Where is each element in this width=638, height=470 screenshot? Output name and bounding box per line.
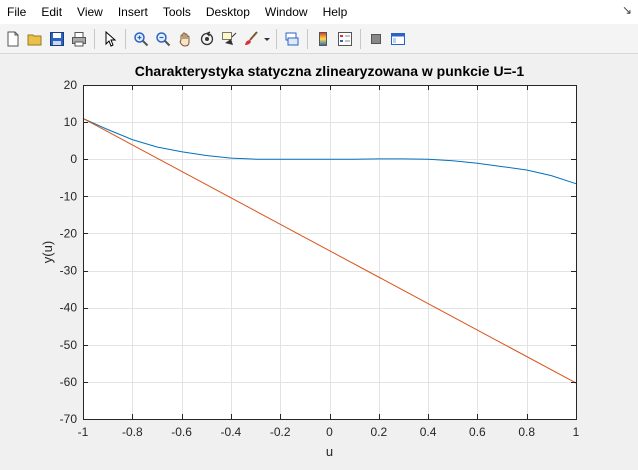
open-file-icon [27, 34, 42, 45]
toolbar-separator [276, 28, 277, 49]
x-tick-label: 1 [573, 425, 580, 439]
chevron-down-icon [264, 37, 270, 41]
menu-file[interactable]: File [7, 5, 27, 19]
new-figure-button[interactable] [3, 29, 23, 49]
y-tick-label: 0 [70, 152, 77, 166]
brush-icon [245, 30, 258, 45]
pointer-icon [105, 30, 117, 47]
zoom-out-button[interactable] [153, 29, 173, 49]
rotate-3d-icon [200, 30, 214, 45]
x-tick-label: -0.2 [270, 425, 291, 439]
dock-arrow-icon[interactable]: ↘ [621, 3, 632, 17]
chart-title: Charakterystyka statyczna zlinearyzowana… [135, 63, 525, 79]
toolbar-separator [307, 28, 308, 49]
link-plot-icon [285, 32, 299, 45]
rotate-3d-button[interactable] [197, 29, 217, 49]
y-tick-label: -70 [60, 412, 78, 426]
save-button[interactable] [47, 29, 67, 49]
figure-canvas: -1 -0.8 -0.6 -0.4 -0.2 0 0.2 0.4 0.6 0.8 1 20 10 0 -1… [0, 55, 638, 465]
x-tick-label: 0.6 [469, 425, 486, 439]
show-plot-tools-icon [391, 32, 405, 45]
link-plot-button[interactable] [282, 29, 302, 49]
menu-help[interactable]: Help [322, 5, 348, 19]
print-icon [72, 31, 86, 46]
y-tick-label: -50 [60, 338, 78, 352]
colorbar-button[interactable] [313, 29, 333, 49]
brush-menu-button[interactable] [263, 29, 271, 49]
x-tick-label: 0 [326, 425, 333, 439]
x-tick-label: 0.8 [518, 425, 535, 439]
series-layer [82, 117, 577, 384]
zoom-in-button[interactable] [131, 29, 151, 49]
hide-plot-tools-icon [371, 33, 381, 44]
pan-button[interactable] [175, 29, 195, 49]
menu-edit[interactable]: Edit [41, 5, 63, 19]
y-tick-label: -10 [60, 189, 78, 203]
x-tick-label: 0.2 [370, 425, 387, 439]
series-line-1 [82, 117, 577, 185]
y-tick-label: 10 [64, 115, 78, 129]
x-tick-labels: -1 -0.8 -0.6 -0.4 -0.2 0 0.2 0.4 0.6 0.8 1 [78, 425, 580, 439]
y-tick-label: -20 [60, 226, 78, 240]
colorbar-icon [319, 31, 327, 46]
pointer-button[interactable] [100, 29, 120, 49]
x-tick-label: -0.6 [171, 425, 192, 439]
save-icon [50, 31, 64, 46]
pan-icon [179, 32, 190, 47]
legend-icon [338, 31, 352, 46]
x-axis-label: u [326, 444, 333, 459]
data-cursor-button[interactable] [219, 29, 239, 49]
y-tick-label: -30 [60, 264, 78, 278]
menu-insert[interactable]: Insert [117, 5, 148, 19]
toolbar-separator [125, 28, 126, 49]
open-file-button[interactable] [25, 29, 45, 49]
figure-toolbar [0, 24, 638, 54]
menu-desktop[interactable]: Desktop [205, 5, 250, 19]
y-tick-labels: 20 10 0 -10 -20 -30 -40 -50 -60 -70 [60, 78, 78, 426]
menu-view[interactable]: View [77, 5, 103, 19]
series-line-2 [82, 117, 577, 384]
x-tick-label: -1 [78, 425, 89, 439]
y-tick-label: -60 [60, 375, 78, 389]
show-plot-tools-button[interactable] [388, 29, 408, 49]
data-cursor-icon [222, 31, 237, 45]
hide-plot-tools-button[interactable] [366, 29, 386, 49]
zoom-in-icon [134, 31, 149, 46]
menu-bar: File Edit View Insert Tools Desktop Wind… [0, 0, 638, 24]
legend-button[interactable] [335, 29, 355, 49]
x-tick-label: -0.4 [221, 425, 242, 439]
menu-tools[interactable]: Tools [162, 5, 191, 19]
x-tick-label: -0.8 [122, 425, 143, 439]
x-tick-label: 0.4 [420, 425, 437, 439]
tick-marks [83, 85, 577, 420]
y-tick-label: -40 [60, 301, 78, 315]
y-axis-label: y(u) [40, 241, 55, 263]
new-figure-icon [7, 31, 19, 46]
brush-button[interactable] [241, 29, 261, 49]
line-chart[interactable]: -1 -0.8 -0.6 -0.4 -0.2 0 0.2 0.4 0.6 0.8 1 20100-1… [0, 55, 638, 465]
axes-background [83, 85, 576, 419]
zoom-out-icon [156, 31, 171, 46]
y-tick-label: 20 [64, 78, 78, 92]
toolbar-separator [360, 28, 361, 49]
print-button[interactable] [69, 29, 89, 49]
menu-window[interactable]: Window [264, 5, 308, 19]
toolbar-separator [94, 28, 95, 49]
